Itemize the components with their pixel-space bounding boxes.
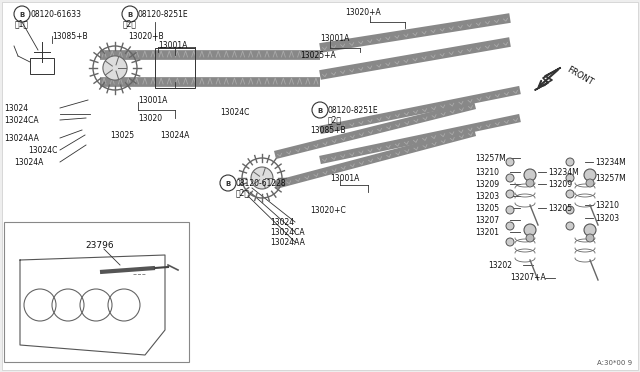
Text: 13085+B: 13085+B: [52, 32, 88, 41]
Text: 13024AA: 13024AA: [4, 134, 39, 142]
Circle shape: [506, 174, 514, 182]
Text: 13024: 13024: [4, 103, 28, 112]
Text: 13001A: 13001A: [158, 41, 188, 49]
Text: 08120-61633: 08120-61633: [30, 10, 81, 19]
Circle shape: [526, 179, 534, 187]
Circle shape: [526, 234, 534, 242]
Circle shape: [103, 56, 127, 80]
Circle shape: [566, 158, 574, 166]
Text: 13203: 13203: [595, 214, 619, 222]
Circle shape: [586, 179, 594, 187]
Text: 23796: 23796: [85, 241, 114, 250]
Bar: [155, 48, 195, 88]
Text: 08120-8251E: 08120-8251E: [138, 10, 189, 19]
Circle shape: [506, 238, 514, 246]
Text: 13024C: 13024C: [220, 108, 250, 116]
Text: B: B: [317, 108, 323, 113]
Circle shape: [584, 224, 596, 236]
Text: 13203: 13203: [475, 192, 499, 201]
Text: 13257M: 13257M: [475, 154, 506, 163]
Text: B: B: [127, 12, 132, 17]
Text: 13209: 13209: [475, 180, 499, 189]
Circle shape: [586, 234, 594, 242]
Text: 13207+A: 13207+A: [510, 273, 546, 282]
Circle shape: [506, 158, 514, 166]
Text: 08120-8251E: 08120-8251E: [328, 106, 379, 115]
Text: 13209: 13209: [548, 180, 572, 189]
Text: B: B: [225, 180, 230, 186]
Text: 13207: 13207: [475, 215, 499, 224]
Text: 13020+A: 13020+A: [345, 7, 381, 16]
Text: （2）: （2）: [328, 115, 342, 125]
Circle shape: [251, 167, 273, 189]
Text: 13024A: 13024A: [160, 131, 189, 140]
Circle shape: [566, 190, 574, 198]
Text: 08120-61228: 08120-61228: [236, 179, 287, 187]
Text: （1）: （1）: [15, 19, 29, 29]
Text: A:30*00 9: A:30*00 9: [597, 360, 632, 366]
Circle shape: [506, 206, 514, 214]
Circle shape: [312, 102, 328, 118]
Text: 13020: 13020: [138, 113, 162, 122]
Text: 13202: 13202: [488, 260, 512, 269]
Text: 13205: 13205: [475, 203, 499, 212]
Circle shape: [566, 222, 574, 230]
Circle shape: [14, 6, 30, 22]
Text: （2）: （2）: [236, 189, 250, 198]
Text: 13085+B: 13085+B: [310, 125, 346, 135]
Text: 13257M: 13257M: [595, 173, 626, 183]
Text: 13210: 13210: [475, 167, 499, 176]
Text: 13234M: 13234M: [595, 157, 626, 167]
Circle shape: [524, 224, 536, 236]
Text: 13024: 13024: [270, 218, 294, 227]
Bar: [4, 222, 189, 362]
Text: 13024A: 13024A: [14, 157, 44, 167]
Text: 13025+A: 13025+A: [300, 51, 336, 60]
Text: 13201: 13201: [475, 228, 499, 237]
Text: 13210: 13210: [595, 201, 619, 209]
Text: 13025: 13025: [110, 131, 134, 140]
Circle shape: [524, 169, 536, 181]
Text: （2）: （2）: [123, 19, 137, 29]
Text: 13024CA: 13024CA: [270, 228, 305, 237]
Text: 13001A: 13001A: [320, 33, 349, 42]
Text: 13234M: 13234M: [548, 167, 579, 176]
Circle shape: [506, 190, 514, 198]
Text: 13205: 13205: [548, 203, 572, 212]
Text: B: B: [19, 12, 24, 17]
Text: 13001A: 13001A: [330, 173, 360, 183]
Text: 13024CA: 13024CA: [4, 115, 38, 125]
Circle shape: [122, 6, 138, 22]
Text: 13024C: 13024C: [28, 145, 58, 154]
Circle shape: [566, 206, 574, 214]
Circle shape: [506, 222, 514, 230]
Circle shape: [584, 169, 596, 181]
Bar: [30, 58, 54, 74]
Circle shape: [220, 175, 236, 191]
Text: 13020+C: 13020+C: [310, 205, 346, 215]
Text: 13020+B: 13020+B: [128, 32, 164, 41]
Text: 13024AA: 13024AA: [270, 237, 305, 247]
Text: 13001A: 13001A: [138, 96, 168, 105]
Text: FRONT: FRONT: [565, 65, 595, 87]
Circle shape: [566, 174, 574, 182]
